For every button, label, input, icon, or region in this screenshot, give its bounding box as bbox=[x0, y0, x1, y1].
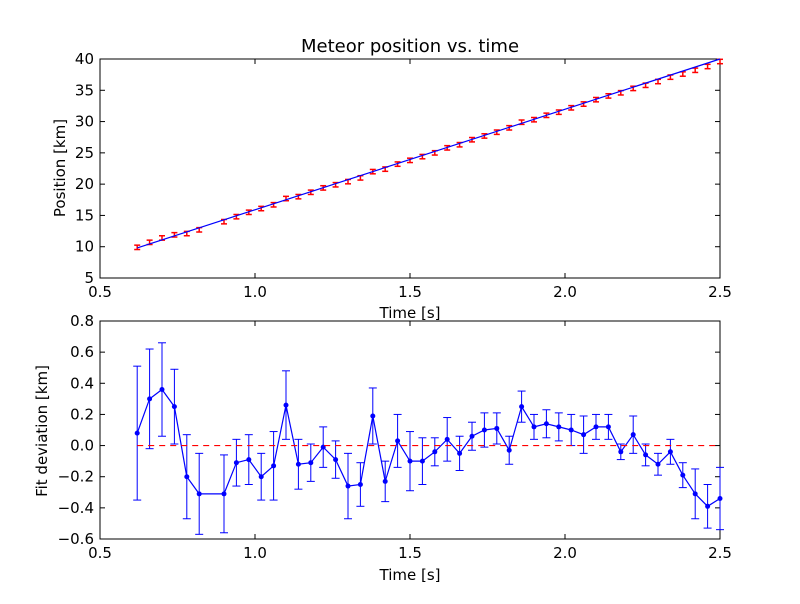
bottom-y-tick-label: 0.4 bbox=[70, 374, 94, 392]
deviation-point bbox=[531, 424, 537, 430]
deviation-point bbox=[494, 425, 500, 431]
deviation-point bbox=[147, 396, 153, 402]
bottom-y-tick-label: −0.4 bbox=[58, 499, 94, 517]
bottom-x-tick-label: 2.5 bbox=[708, 544, 732, 562]
deviation-point bbox=[469, 433, 475, 439]
bottom-y-tick-label: 0.0 bbox=[70, 437, 94, 455]
deviation-point bbox=[370, 413, 376, 419]
deviation-point bbox=[680, 472, 686, 478]
deviation-point bbox=[258, 474, 264, 480]
deviation-point bbox=[618, 449, 624, 455]
top-y-tick-label: 35 bbox=[75, 81, 94, 99]
top-y-tick-label: 30 bbox=[75, 113, 94, 131]
deviation-point bbox=[519, 404, 525, 410]
bottom-x-tick-label: 1.5 bbox=[398, 544, 422, 562]
top-y-tick-label: 40 bbox=[75, 50, 94, 68]
top-x-tick-label: 2.0 bbox=[553, 283, 577, 301]
deviation-point bbox=[506, 447, 512, 453]
position-panel: Meteor position vs. time Time [s] Positi… bbox=[51, 36, 732, 322]
deviation-panel: Time [s] Fit deviation [km] 0.5 1.0 1.5 2.0… bbox=[33, 312, 732, 584]
top-x-axis-label: Time [s] bbox=[379, 304, 441, 322]
deviation-point bbox=[581, 432, 587, 438]
deviation-point bbox=[295, 461, 301, 467]
top-y-axis-label: Position [km] bbox=[51, 119, 69, 217]
deviation-point bbox=[692, 491, 698, 497]
bottom-x-tick-label: 0.5 bbox=[88, 544, 112, 562]
bottom-y-tick-label: −0.6 bbox=[58, 530, 94, 548]
deviation-point bbox=[233, 460, 239, 466]
deviation-point bbox=[184, 474, 190, 480]
bottom-x-tick-label: 2.0 bbox=[553, 544, 577, 562]
deviation-point bbox=[196, 491, 202, 497]
deviation-point bbox=[667, 449, 673, 455]
deviation-point bbox=[171, 404, 177, 410]
deviation-point bbox=[134, 430, 140, 436]
top-x-tick-label: 1.0 bbox=[243, 283, 267, 301]
deviation-point bbox=[432, 449, 438, 455]
deviation-point bbox=[345, 483, 351, 489]
bottom-y-tick-label: 0.6 bbox=[70, 343, 94, 361]
top-y-tick-label: 10 bbox=[75, 238, 94, 256]
top-y-tick-label: 15 bbox=[75, 206, 94, 224]
top-y-tick-label: 25 bbox=[75, 144, 94, 162]
deviation-point bbox=[159, 387, 165, 393]
deviation-point bbox=[444, 436, 450, 442]
deviation-point bbox=[568, 427, 574, 433]
deviation-point bbox=[593, 424, 599, 430]
deviation-point bbox=[543, 421, 549, 427]
deviation-point bbox=[221, 491, 227, 497]
deviation-point bbox=[395, 438, 401, 444]
bottom-y-tick-label: 0.8 bbox=[70, 312, 94, 330]
deviation-point bbox=[717, 496, 723, 502]
bottom-x-tick-label: 1.0 bbox=[243, 544, 267, 562]
top-chart-title: Meteor position vs. time bbox=[301, 36, 519, 57]
bottom-y-tick-label: −0.2 bbox=[58, 468, 94, 486]
deviation-point bbox=[655, 461, 661, 467]
bottom-y-tick-label: 0.2 bbox=[70, 405, 94, 423]
deviation-point bbox=[407, 458, 413, 464]
bottom-y-axis-label: Fit deviation [km] bbox=[33, 365, 51, 497]
top-x-tick-label: 1.5 bbox=[398, 283, 422, 301]
fit-line bbox=[137, 58, 721, 249]
deviation-point bbox=[705, 503, 711, 509]
deviation-point bbox=[556, 424, 562, 430]
deviation-point bbox=[481, 427, 487, 433]
deviation-point bbox=[246, 457, 252, 463]
deviation-point bbox=[643, 452, 649, 458]
deviation-point bbox=[333, 457, 339, 463]
deviation-point bbox=[605, 424, 611, 430]
bottom-x-axis-label: Time [s] bbox=[379, 566, 441, 584]
deviation-point bbox=[357, 482, 363, 487]
top-y-tick-label: 5 bbox=[84, 269, 94, 287]
deviation-point bbox=[271, 463, 277, 469]
top-x-tick-label: 2.5 bbox=[708, 283, 732, 301]
top-y-tick-label: 20 bbox=[75, 175, 94, 193]
top-x-tick-label: 0.5 bbox=[88, 283, 112, 301]
deviation-point bbox=[283, 402, 289, 408]
deviation-point bbox=[308, 460, 314, 466]
deviation-point bbox=[382, 478, 388, 484]
deviation-point bbox=[419, 458, 425, 464]
deviation-point bbox=[630, 432, 636, 438]
deviation-point bbox=[457, 450, 463, 456]
